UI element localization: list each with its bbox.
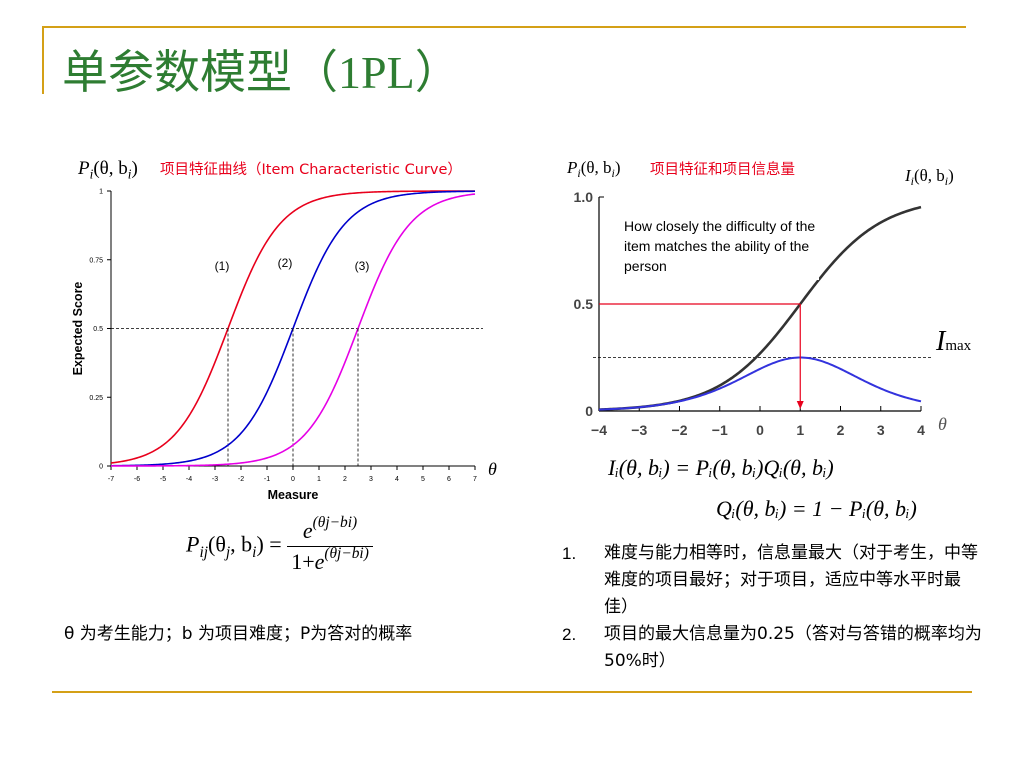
x-tick-label: 4 [917, 422, 925, 438]
x-tick-label: 2 [343, 476, 347, 483]
annotation-box [617, 210, 819, 280]
x-tick-label: 2 [837, 422, 845, 438]
x-tick-label: 7 [473, 476, 477, 483]
curve-label-1: (1) [215, 259, 230, 273]
imax-label: Imax [936, 326, 972, 357]
x-tick-label: 0 [291, 476, 295, 483]
x-tick-label: -7 [108, 476, 114, 483]
x-tick-label: -5 [160, 476, 166, 483]
q-formula: Qᵢ(θ, bᵢ) = 1 − Pᵢ(θ, bᵢ) [716, 496, 917, 521]
curve-label-2: (2) [278, 256, 293, 270]
left-theta-symbol: θ [488, 459, 497, 479]
y-axis-label: Expected Score [71, 282, 85, 376]
x-tick-label: 0 [756, 422, 764, 438]
x-tick-label: -3 [212, 476, 218, 483]
y-tick-label: 0.5 [93, 326, 103, 333]
curve-label-3: (3) [355, 259, 370, 273]
right-theta-symbol: θ [938, 414, 947, 434]
icc-curve-3 [111, 193, 476, 467]
right-caption: 项目特征和项目信息量 [650, 162, 795, 178]
x-tick-label: −1 [712, 422, 728, 438]
difficulty-arrow-icon [796, 401, 804, 409]
x-tick-label: -2 [238, 476, 244, 483]
y-tick-label: 0.25 [89, 395, 103, 402]
annotation-text: How closely the difficulty of the item m… [624, 218, 816, 274]
y-tick-label: 1 [99, 189, 103, 196]
list-item: 2. 项目的最大信息量为0.25（答对与答错的概率均为50%时） [562, 624, 982, 671]
conclusion-list: 1. 难度与能力相等时，信息量最大（对于考生，中等难度的项目最好；对于项目，适应… [562, 540, 982, 675]
slide-title: 单参数模型（1PL） [62, 45, 461, 99]
right-i-label: Ii(θ, bi) [905, 166, 954, 189]
left-caption: 项目特征曲线（Item Characteristic Curve） [160, 162, 462, 178]
y-tick-label: 0.5 [574, 296, 594, 312]
x-tick-label: −3 [631, 422, 647, 438]
top-rule [42, 26, 966, 28]
list-item: 1. 难度与能力相等时，信息量最大（对于考生，中等难度的项目最好；对于项目，适应… [562, 543, 978, 617]
x-tick-label: 4 [395, 476, 399, 483]
y-tick-label: 0 [585, 403, 593, 419]
x-tick-label: −4 [591, 422, 607, 438]
variable-definition: θ 为考生能力；b 为项目难度；P为答对的概率 [64, 624, 413, 644]
x-tick-label: 6 [447, 476, 451, 483]
x-axis-label: Measure [268, 488, 319, 502]
left-rule [42, 26, 44, 94]
bottom-rule [52, 691, 972, 693]
y-tick-label: 0 [99, 464, 103, 471]
y-tick-label: 0.75 [89, 257, 103, 264]
information-formula: Iᵢ(θ, bᵢ) = Pᵢ(θ, bᵢ)Qᵢ(θ, bᵢ) [608, 455, 834, 480]
x-tick-label: 1 [317, 476, 321, 483]
formula-fraction: e(θj−bi) 1+e(θj−bi) [287, 515, 373, 575]
x-tick-label: -1 [264, 476, 270, 483]
y-tick-label: 1.0 [574, 189, 594, 205]
x-tick-label: 5 [421, 476, 425, 483]
x-tick-label: -4 [186, 476, 192, 483]
icc-curve-1 [110, 190, 475, 464]
x-tick-label: -6 [134, 476, 140, 483]
x-tick-label: 3 [877, 422, 885, 438]
left-ylabel-formula: Pi(θ, bi) [78, 158, 138, 182]
right-p-label: Pi(θ, bi) [567, 158, 621, 181]
x-tick-label: −2 [672, 422, 688, 438]
information-curve [598, 356, 922, 411]
logistic-formula: Pij(θj, bi) = e(θj−bi) 1+e(θj−bi) [186, 515, 373, 575]
x-tick-label: 1 [796, 422, 804, 438]
x-tick-label: 3 [369, 476, 373, 483]
